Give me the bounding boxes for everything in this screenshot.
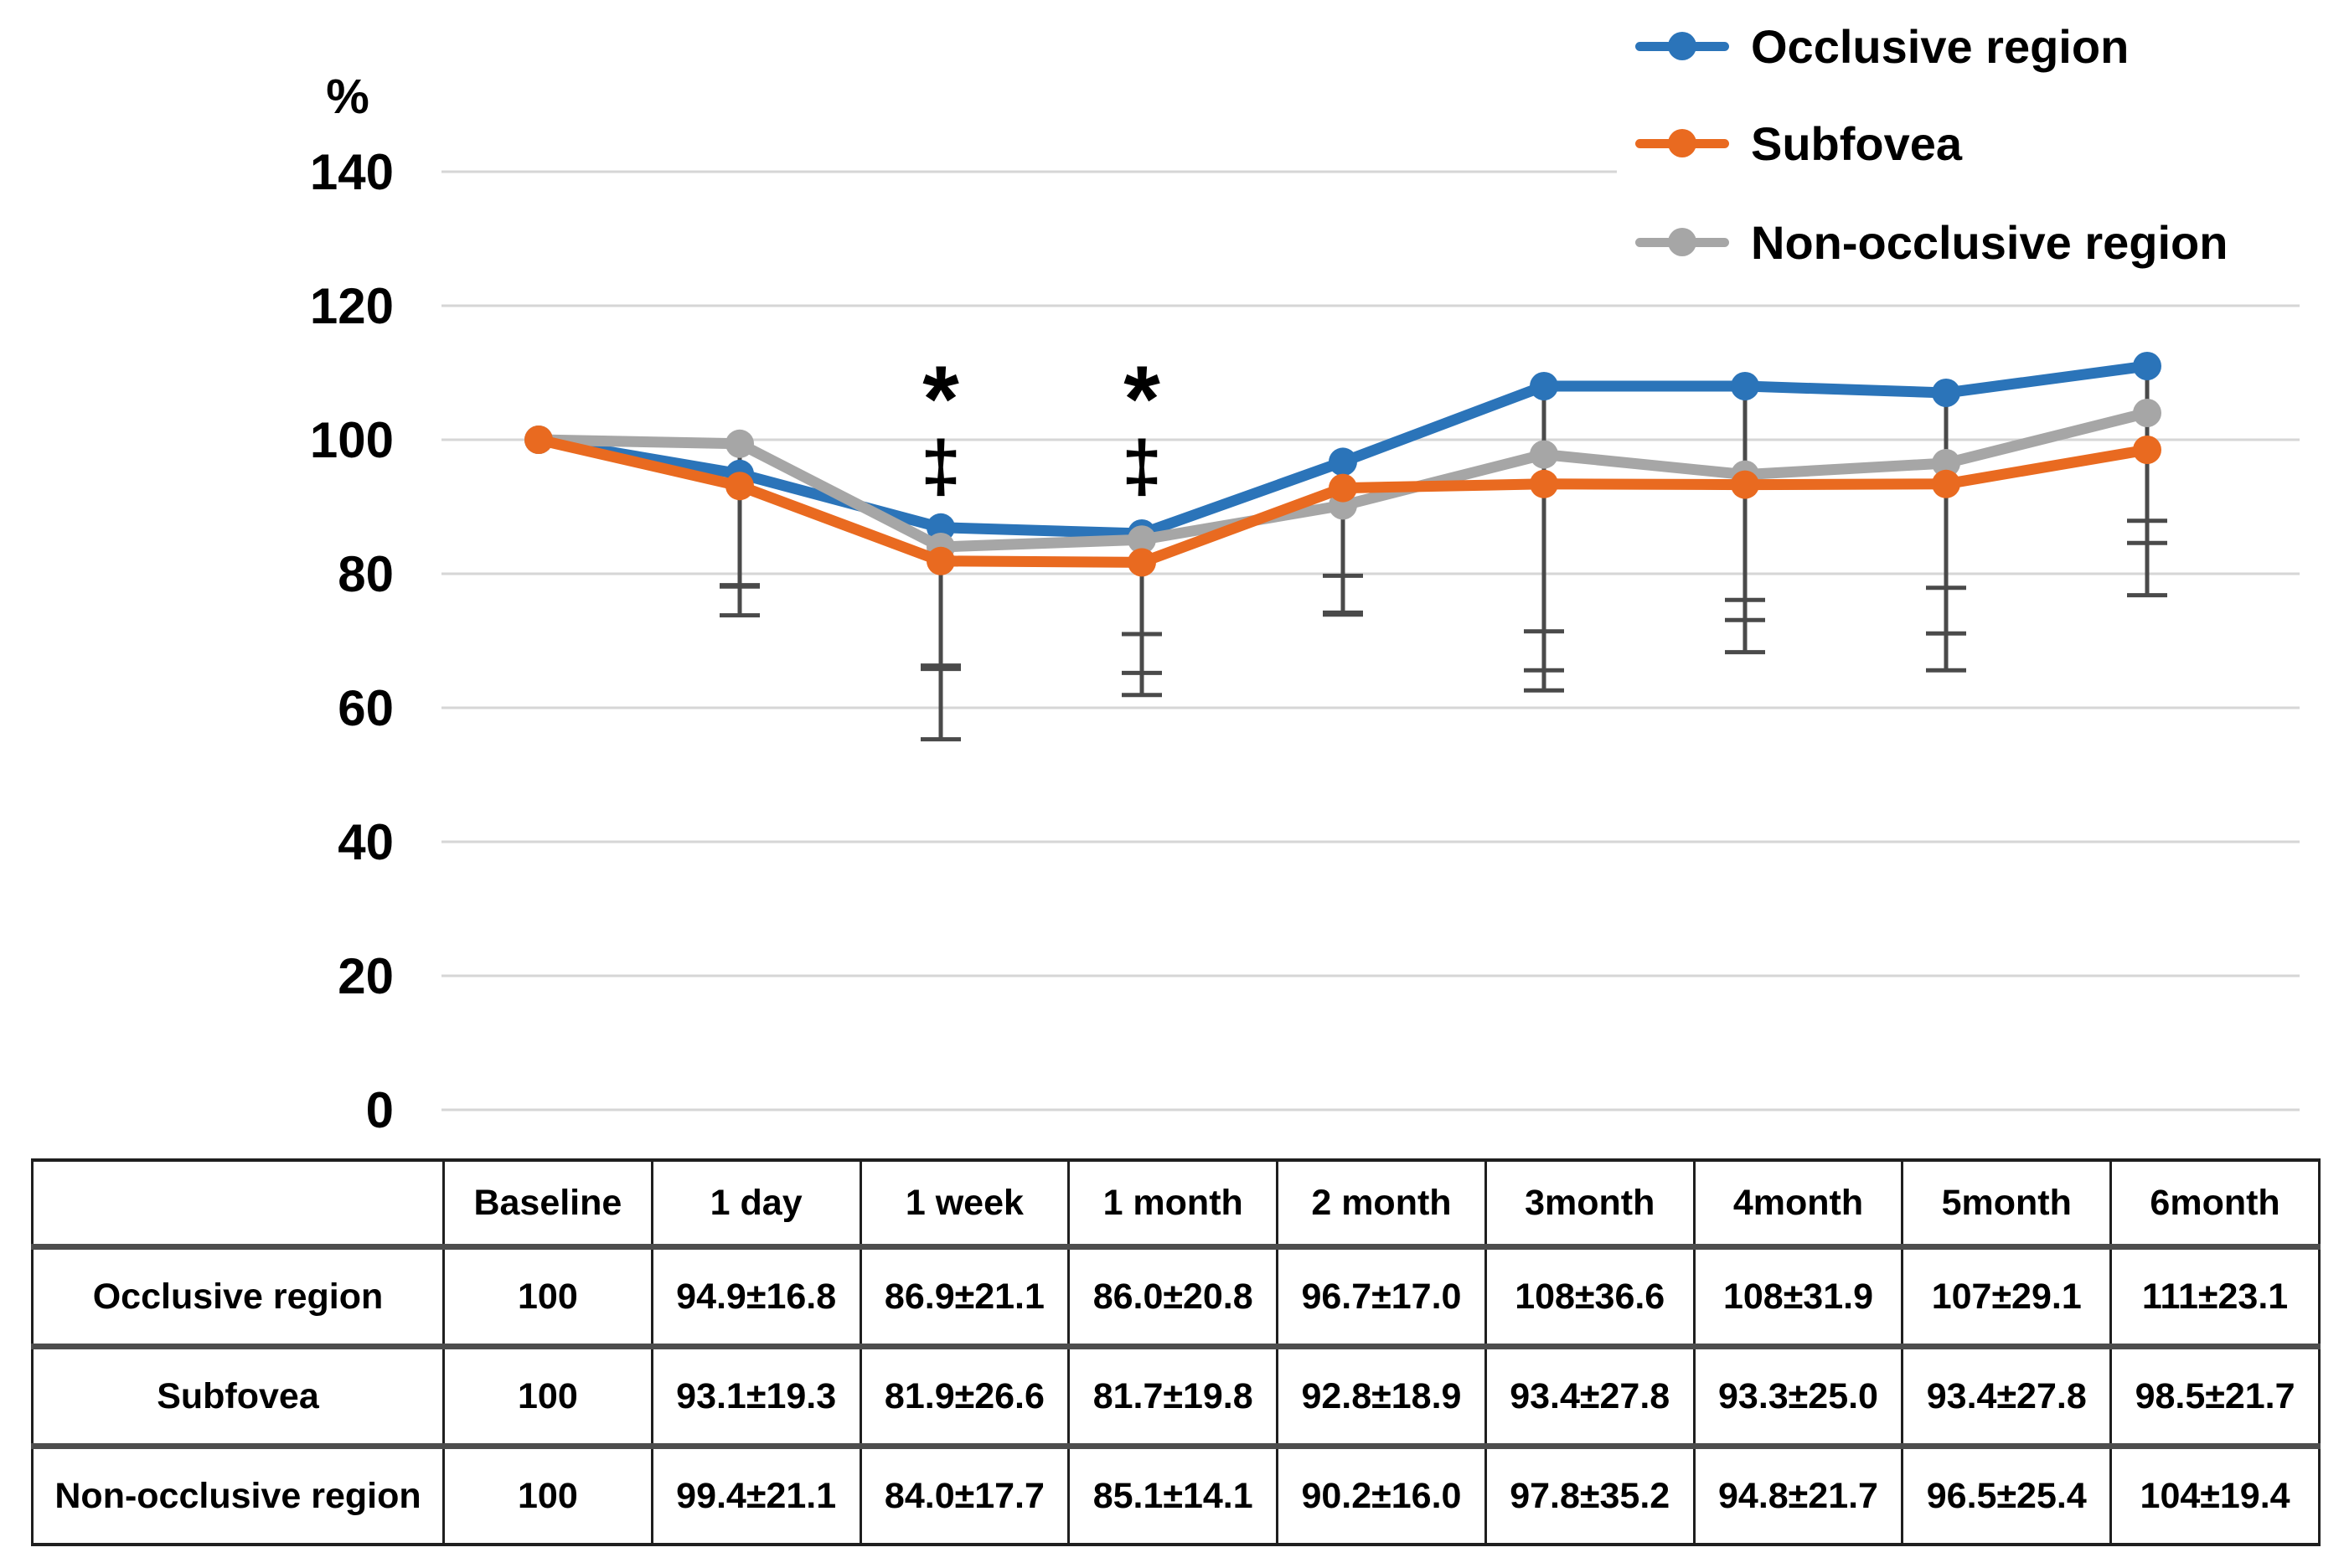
y-tick-label-40: 40	[338, 814, 394, 870]
table-head: Baseline 1 day 1 week 1 month 2 month 3month 4…	[31, 1158, 2321, 1250]
data-cell: 93.4±27.8	[1484, 1346, 1696, 1449]
data-cell: 104±19.4	[2109, 1446, 2321, 1546]
legend-label: Occlusive region	[1751, 19, 2130, 73]
legend-entry-occlusive-region: Occlusive region	[1635, 13, 2129, 79]
data-point-subfovea-3month	[1530, 469, 1558, 498]
data-cell: 81.9±26.6	[859, 1346, 1071, 1449]
chart-legend: Occlusive region Subfovea Non-occlusive …	[1617, 0, 2344, 295]
table-row: Subfovea 100 93.1±19.3 81.9±26.6 81.7±19.8 92…	[31, 1346, 2321, 1449]
y-axis-unit-label: %	[326, 70, 369, 124]
y-tick-label-60: 60	[338, 680, 394, 736]
data-cell: 94.8±21.7	[1692, 1446, 1904, 1546]
legend-dot-icon	[1668, 228, 1696, 256]
header-cell: 3month	[1484, 1158, 1696, 1250]
legend-label: Non-occlusive region	[1751, 215, 2228, 269]
header-cell	[31, 1158, 445, 1250]
data-point-subfovea-6month	[2133, 436, 2161, 464]
header-cell: 1 day	[650, 1158, 862, 1250]
data-point-non-occlusive-region-6month	[2133, 399, 2161, 427]
data-cell: 111±23.1	[2109, 1246, 2321, 1349]
y-tick-label-20: 20	[338, 948, 394, 1004]
row-label: Occlusive region	[31, 1246, 445, 1349]
data-cell: 85.1±14.1	[1067, 1446, 1279, 1546]
data-cell: 100	[442, 1446, 653, 1546]
header-cell: 1 week	[859, 1158, 1071, 1250]
y-tick-label-140: 140	[310, 144, 394, 200]
data-cell: 97.8±35.2	[1484, 1446, 1696, 1546]
data-cell: 93.3±25.0	[1692, 1346, 1904, 1449]
annotation-double-dagger: ‡	[1122, 426, 1162, 507]
legend-entry-subfovea: Subfovea	[1635, 111, 1962, 176]
data-point-subfovea-1-week	[927, 546, 955, 575]
data-cell: 108±36.6	[1484, 1246, 1696, 1349]
data-point-non-occlusive-region-1-day	[725, 429, 754, 458]
data-cell: 93.1±19.3	[650, 1346, 862, 1449]
y-tick-label-0: 0	[366, 1082, 394, 1138]
data-cell: 96.7±17.0	[1276, 1246, 1487, 1349]
data-table: Baseline 1 day 1 week 1 month 2 month 3month 4…	[31, 1158, 2321, 1546]
y-tick-label-100: 100	[310, 412, 394, 468]
legend-line-marker-icon	[1635, 32, 1729, 60]
data-point-occlusive-region-2-month	[1329, 447, 1357, 477]
row-label: Non-occlusive region	[31, 1446, 445, 1546]
data-point-subfovea-5month	[1932, 469, 1960, 498]
data-cell: 86.9±21.1	[859, 1246, 1071, 1349]
data-cell: 93.4±27.8	[1901, 1346, 2113, 1449]
legend-dot-icon	[1668, 129, 1696, 157]
legend-entry-non-occlusive-region: Non-occlusive region	[1635, 209, 2228, 275]
legend-line-marker-icon	[1635, 228, 1729, 256]
header-cell: 1 month	[1067, 1158, 1279, 1250]
y-tick-label-120: 120	[310, 278, 394, 334]
legend-label: Subfovea	[1751, 116, 1963, 170]
annotation-asterisk: *	[922, 347, 959, 451]
row-label: Subfovea	[31, 1346, 445, 1449]
data-point-occlusive-region-5month	[1932, 379, 1960, 407]
data-point-subfovea-baseline	[524, 426, 553, 454]
table-header-row: Baseline 1 day 1 week 1 month 2 month 3month 4…	[31, 1158, 2321, 1250]
legend-line-marker-icon	[1635, 129, 1729, 157]
data-cell: 98.5±21.7	[2109, 1346, 2321, 1449]
header-cell: 4month	[1692, 1158, 1904, 1250]
header-cell: 2 month	[1276, 1158, 1487, 1250]
y-tick-label-80: 80	[338, 546, 394, 602]
data-cell: 108±31.9	[1692, 1246, 1904, 1349]
data-cell: 107±29.1	[1901, 1246, 2113, 1349]
data-point-occlusive-region-4month	[1731, 372, 1759, 400]
header-cell: 6month	[2109, 1158, 2321, 1250]
data-point-subfovea-2-month	[1329, 473, 1357, 503]
data-cell: 86.0±20.8	[1067, 1246, 1279, 1349]
data-point-occlusive-region-6month	[2133, 352, 2161, 380]
header-cell: 5month	[1901, 1158, 2113, 1250]
data-cell: 99.4±21.1	[650, 1446, 862, 1546]
data-cell: 100	[442, 1346, 653, 1449]
table-body: Occlusive region 100 94.9±16.8 86.9±21.1 86.…	[31, 1246, 2321, 1546]
data-cell: 90.2±16.0	[1276, 1446, 1487, 1546]
data-cell: 81.7±19.8	[1067, 1346, 1279, 1449]
annotation-double-dagger: ‡	[921, 426, 961, 507]
table-row: Non-occlusive region 100 99.4±21.1 84.0±17.…	[31, 1446, 2321, 1546]
data-cell: 96.5±25.4	[1901, 1446, 2113, 1546]
data-point-non-occlusive-region-1-month	[1128, 525, 1156, 554]
legend-dot-icon	[1668, 32, 1696, 60]
table-row: Occlusive region 100 94.9±16.8 86.9±21.1 86.…	[31, 1246, 2321, 1349]
data-point-subfovea-1-month	[1128, 548, 1156, 577]
annotation-asterisk: *	[1123, 347, 1160, 451]
data-point-subfovea-1-day	[725, 472, 754, 501]
data-point-subfovea-4month	[1731, 470, 1759, 499]
data-point-occlusive-region-3month	[1530, 372, 1558, 400]
data-cell: 94.9±16.8	[650, 1246, 862, 1349]
data-cell: 84.0±17.7	[859, 1446, 1071, 1546]
data-point-non-occlusive-region-5month	[1932, 449, 1960, 477]
data-cell: 100	[442, 1246, 653, 1349]
data-cell: 92.8±18.9	[1276, 1346, 1487, 1449]
header-cell: Baseline	[442, 1158, 653, 1250]
data-point-non-occlusive-region-3month	[1530, 440, 1558, 469]
